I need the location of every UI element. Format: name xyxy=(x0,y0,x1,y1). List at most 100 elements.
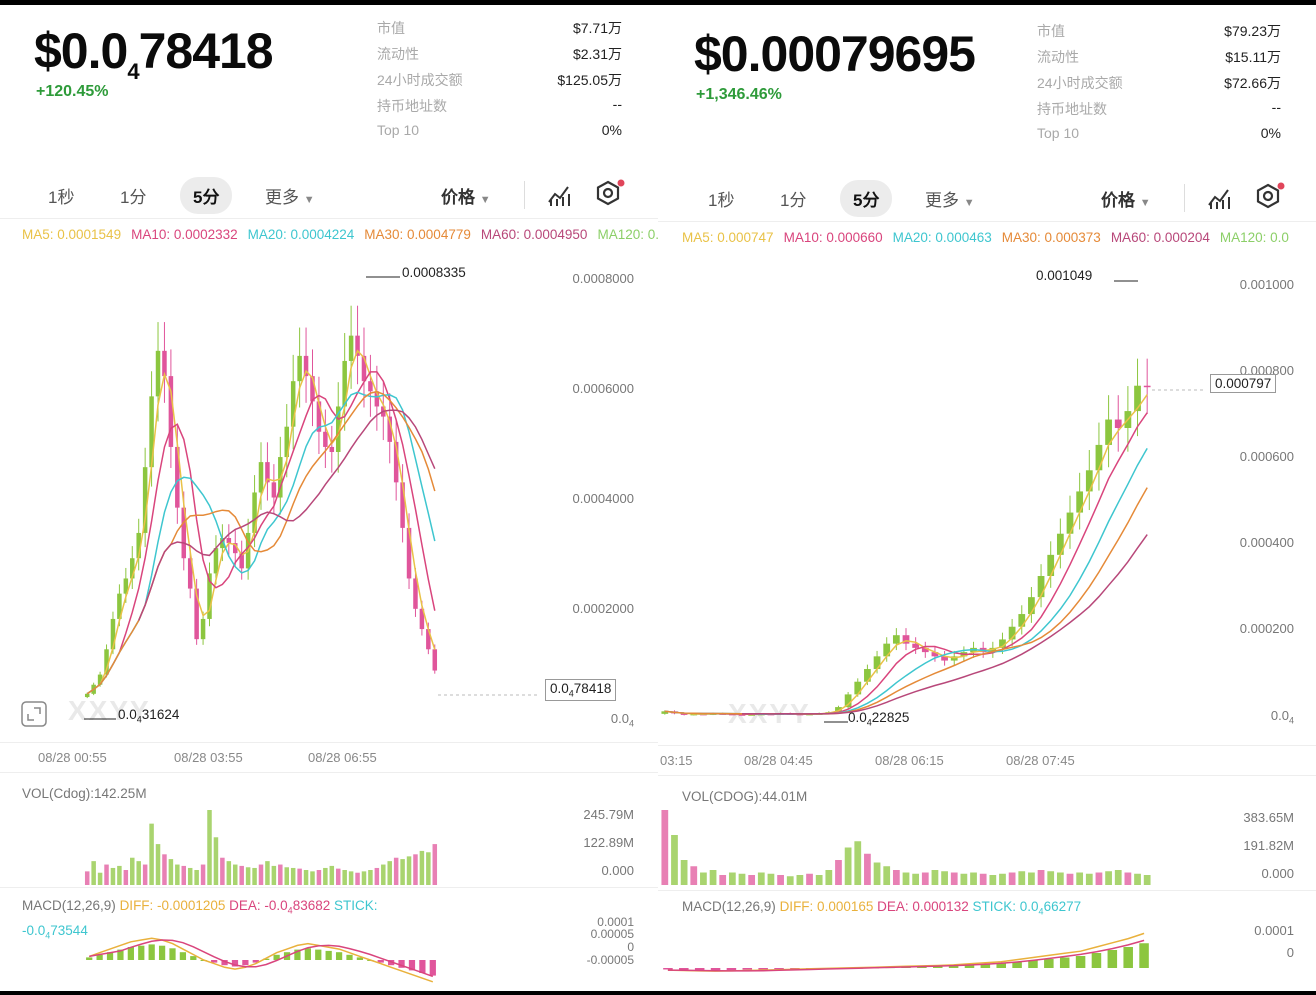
stat-value-liquidity: $15.11万 xyxy=(1225,49,1281,65)
tab-more[interactable]: 更多 ▼ xyxy=(265,183,315,208)
macd-stick-bar xyxy=(1075,956,1086,968)
volume-bar xyxy=(290,867,296,885)
tab-5m[interactable]: 5分 xyxy=(840,180,893,217)
candle-body xyxy=(883,643,891,657)
indicator-chart-icon[interactable] xyxy=(546,182,572,208)
tab-5m[interactable]: 5分 xyxy=(180,177,233,214)
macd-stick-bar xyxy=(1059,957,1070,968)
ma-legend-ma30: MA30: 0.000373 xyxy=(1001,230,1101,245)
toolbar-separator xyxy=(658,221,1316,222)
volume-bar xyxy=(335,868,341,885)
macd-stick-bar xyxy=(663,968,673,970)
y-tick: 0.001000 xyxy=(1239,277,1294,292)
volume-bar xyxy=(323,867,328,885)
settings-gear-icon[interactable] xyxy=(1254,182,1286,214)
stat-label-market-cap: 市值 xyxy=(1037,23,1065,39)
stat-label-top10: Top 10 xyxy=(1037,125,1080,141)
volume-tick: 0.000 xyxy=(1261,866,1294,881)
candle-body xyxy=(187,558,193,589)
ma20-line xyxy=(664,448,1148,715)
volume-tick: 383.65M xyxy=(1243,810,1294,825)
tab-1s[interactable]: 1秒 xyxy=(48,188,75,207)
toolbar-divider xyxy=(524,181,525,209)
candlestick-chart[interactable] xyxy=(658,250,1203,745)
volume-bar xyxy=(155,844,161,885)
candle-body xyxy=(348,335,354,361)
volume-bar xyxy=(1066,873,1074,885)
tab-1s[interactable]: 1秒 xyxy=(708,191,735,210)
ma-legend-ma20: MA20: 0.000463 xyxy=(892,230,992,245)
volume-bar xyxy=(671,835,678,885)
volume-bar xyxy=(854,841,862,885)
tab-1m[interactable]: 1分 xyxy=(780,191,807,210)
settings-gear-icon[interactable] xyxy=(594,179,626,211)
candle-body xyxy=(239,553,244,569)
tab-1m[interactable]: 1分 xyxy=(120,188,147,207)
macd-stick-bar xyxy=(694,968,705,971)
ma-legend-ma30: MA30: 0.0004779 xyxy=(364,227,471,242)
volume-chart xyxy=(661,810,1151,885)
volume-separator xyxy=(0,772,658,773)
candle-body xyxy=(393,441,399,483)
macd-diff: DIFF: 0.000165 xyxy=(779,899,874,914)
stat-value-market-cap: $79.23万 xyxy=(1224,23,1281,39)
macd-separator xyxy=(658,890,1316,891)
volume-bar xyxy=(187,867,193,885)
stat-value-top10: 0% xyxy=(601,122,622,138)
candle-body xyxy=(941,656,948,661)
volume-bar xyxy=(400,859,405,885)
stat-value-holders: -- xyxy=(612,96,622,112)
volume-bar xyxy=(271,865,277,885)
price-selector[interactable]: 价格 ▼ xyxy=(1101,186,1151,211)
candlestick-chart[interactable] xyxy=(0,245,540,745)
volume-bar xyxy=(123,870,129,885)
x-tick: 08/28 06:15 xyxy=(875,753,944,768)
macd-stick-bar xyxy=(117,949,124,960)
volume-tick: 122.89M xyxy=(583,835,634,850)
macd-stick-bar xyxy=(1012,962,1022,968)
macd-legend: MACD(12,26,9) DIFF: 0.000165 DEA: 0.0001… xyxy=(682,899,1202,917)
candle-body xyxy=(284,426,289,458)
macd-stick: STICK: 0.0466277 xyxy=(972,899,1082,917)
fullscreen-icon[interactable] xyxy=(20,700,50,730)
macd-tick: -0.00005 xyxy=(586,953,634,967)
price-selector-label: 价格 xyxy=(441,188,475,207)
volume-bar xyxy=(999,873,1006,885)
ma-legend-ma120: MA120: 0.0 xyxy=(1219,230,1289,245)
tab-more[interactable]: 更多 ▼ xyxy=(925,186,975,211)
y-tick: 0.000200 xyxy=(1239,621,1294,636)
volume-bar xyxy=(342,870,347,885)
macd-tick: 0.0001 xyxy=(597,915,634,929)
macd-stick-bar xyxy=(231,960,239,967)
volume-bar xyxy=(902,872,910,885)
ma-legend-ma20: MA20: 0.0004224 xyxy=(247,227,355,242)
stat-label-volume-24h: 24小时成交额 xyxy=(377,72,463,88)
volume-bar xyxy=(1124,872,1132,885)
candle-body xyxy=(1095,444,1103,471)
candle-body xyxy=(175,446,180,508)
candle-body xyxy=(162,350,167,377)
candle-body xyxy=(220,538,225,549)
volume-bar xyxy=(738,873,746,885)
price-selector[interactable]: 价格 ▼ xyxy=(441,183,491,208)
volume-bar xyxy=(1095,872,1103,885)
indicator-chart-icon[interactable] xyxy=(1206,185,1232,211)
volume-bar xyxy=(265,861,270,885)
volume-bar xyxy=(368,870,373,885)
candle-body xyxy=(661,711,669,714)
macd-stick-bar xyxy=(148,944,155,960)
candle-body xyxy=(136,532,141,559)
volume-bar xyxy=(162,854,167,885)
candle-body xyxy=(835,707,842,713)
volume-bar xyxy=(921,872,929,885)
stat-label-market-cap: 市值 xyxy=(377,20,405,36)
macd-stick-bar xyxy=(1091,953,1102,968)
candle-body xyxy=(873,656,881,670)
macd-stick-bar xyxy=(932,966,943,968)
token-panel-right: $0.00079695 +1,346.46% 市值 $79.23万 流动性 $1… xyxy=(658,5,1316,991)
macd-stick-bar xyxy=(429,960,436,976)
volume-bar xyxy=(181,865,187,885)
candle-body xyxy=(921,647,929,653)
volume-bar xyxy=(284,867,289,885)
stat-label-holders: 持币地址数 xyxy=(1037,101,1107,117)
